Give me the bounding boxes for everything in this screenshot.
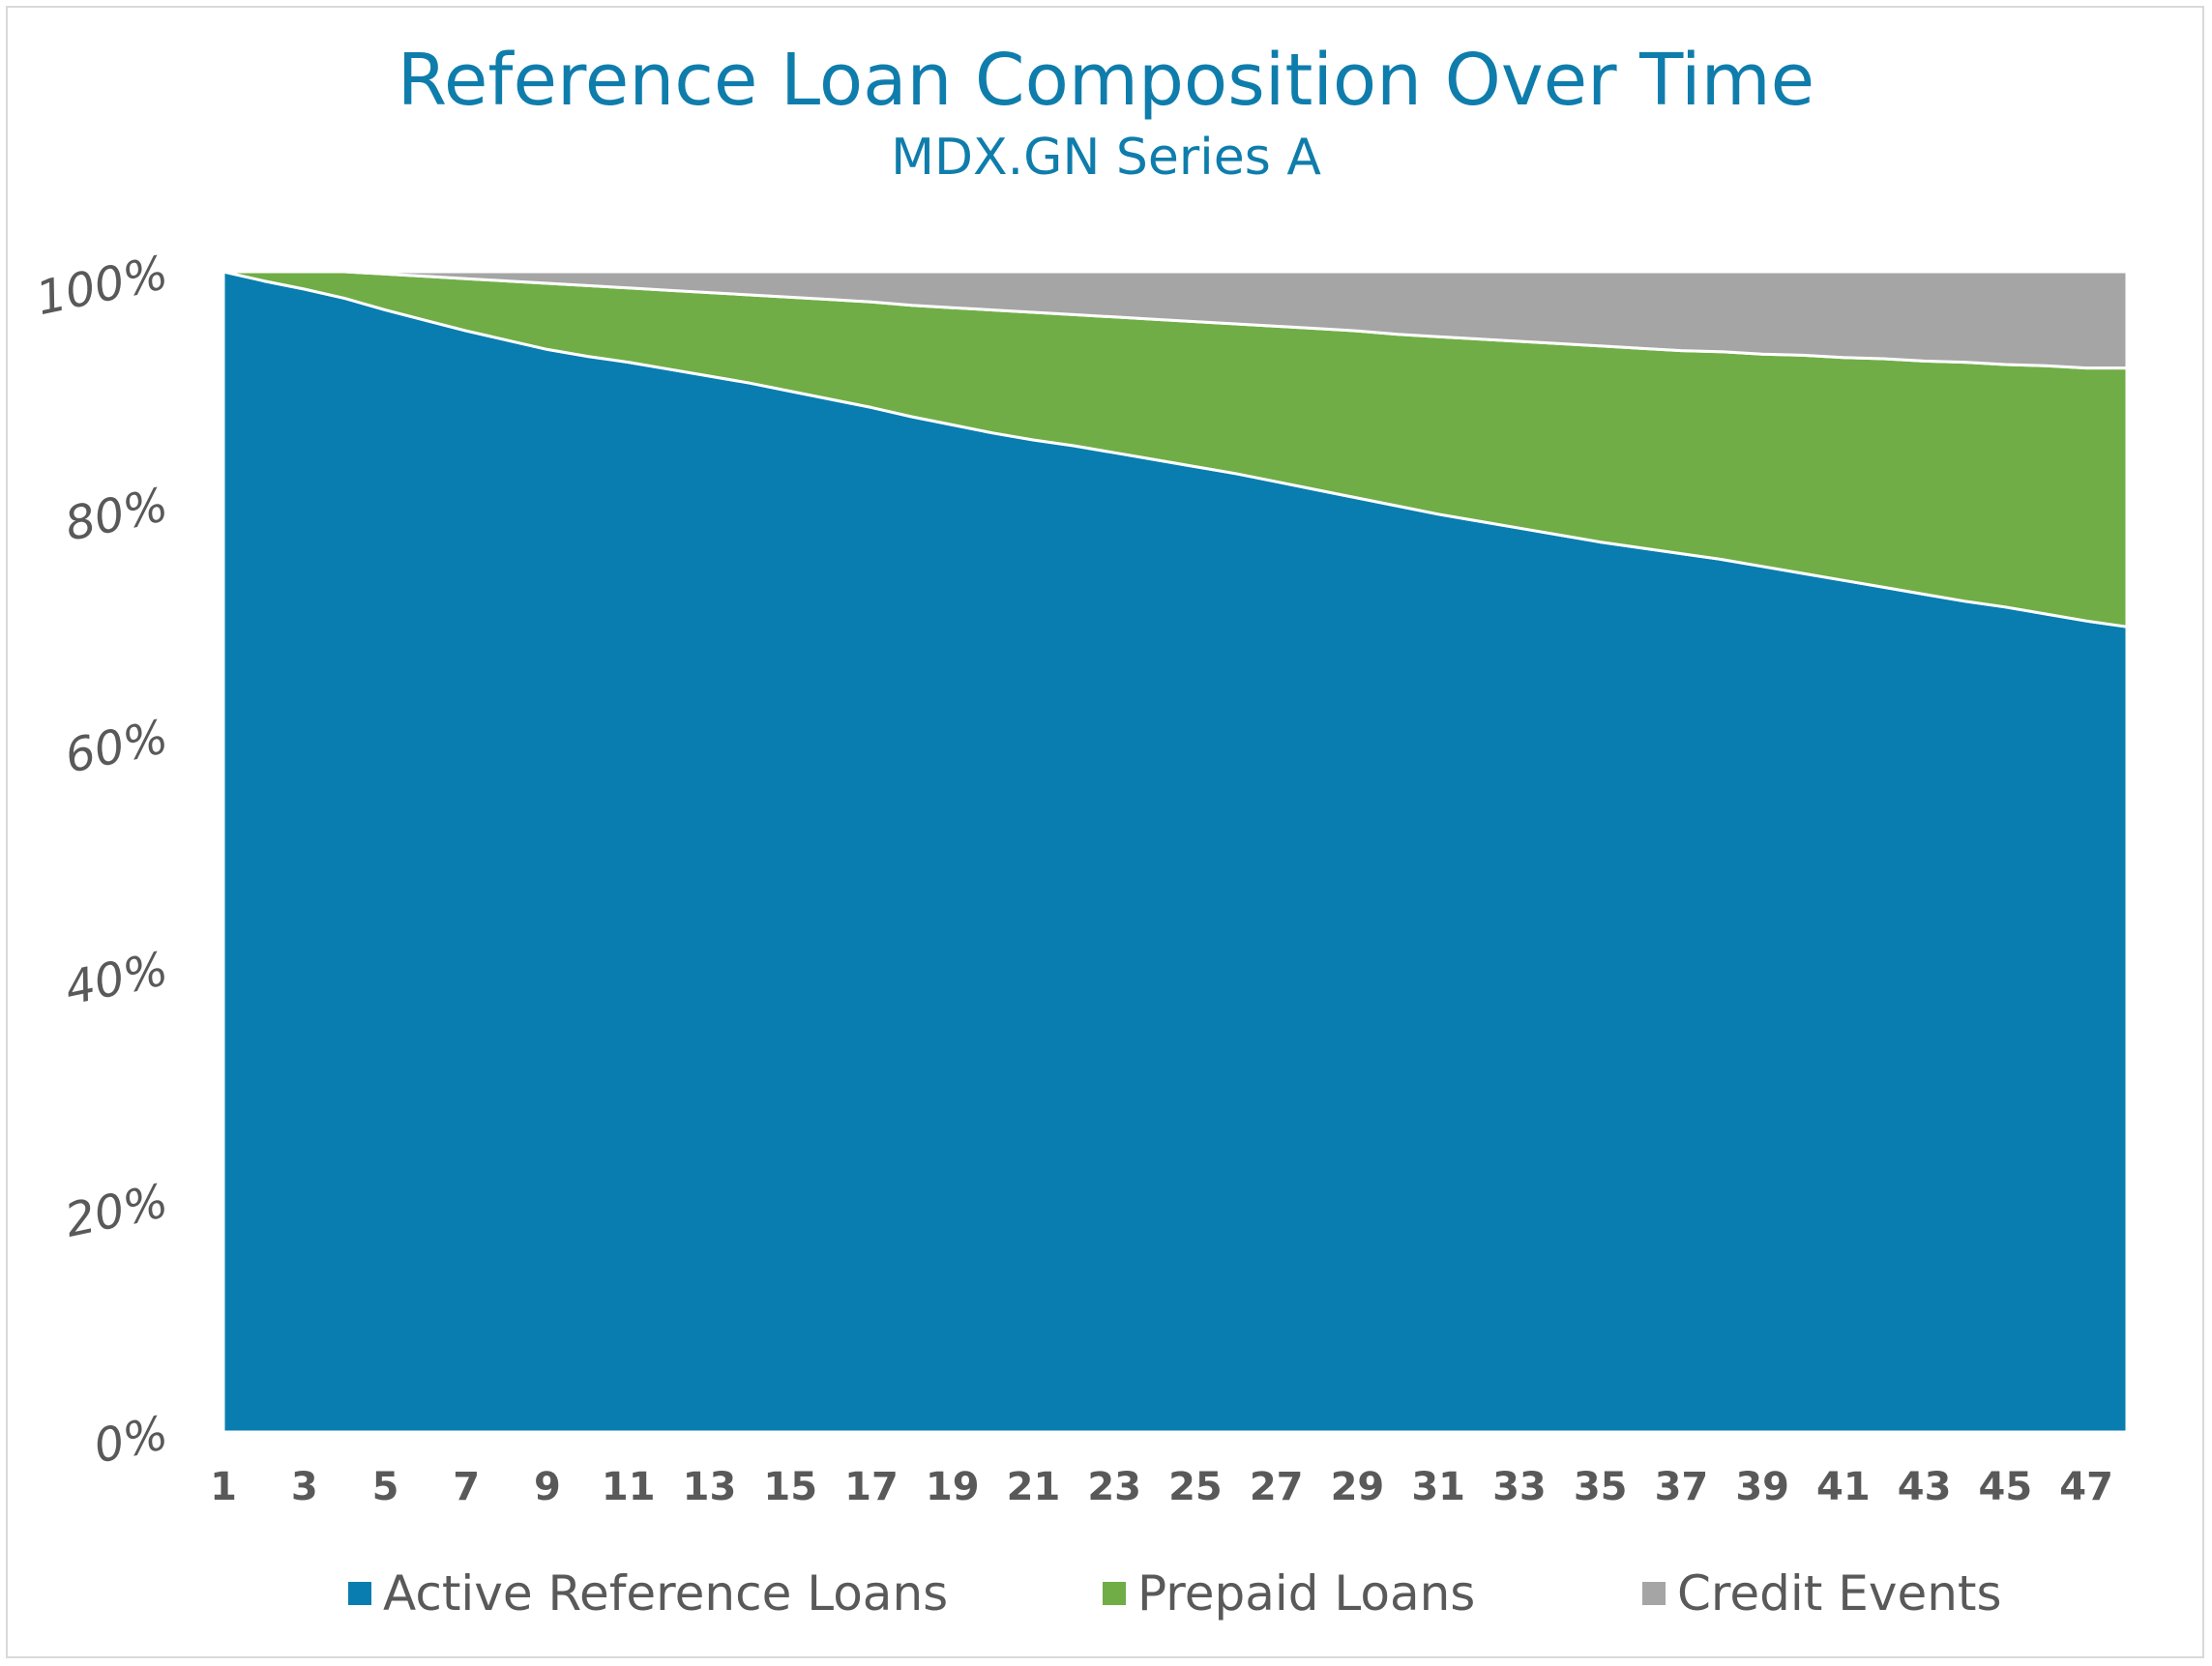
area-series-credit-events <box>221 270 2129 370</box>
x-tick-label: 27 <box>1250 1465 1304 1509</box>
x-tick-label: 13 <box>683 1465 737 1509</box>
x-tick-label: 35 <box>1574 1465 1628 1509</box>
legend-item-prepaid: Prepaid Loans <box>1103 1555 1475 1632</box>
x-tick-label: 37 <box>1655 1465 1709 1509</box>
x-tick-label: 29 <box>1331 1465 1385 1509</box>
x-tick-label: 5 <box>372 1465 399 1509</box>
x-tick-label: 7 <box>453 1465 480 1509</box>
x-tick-label: 45 <box>1979 1465 2033 1509</box>
x-axis-ticks: 1 3 5 7 9 11 13 15 17 19 21 23 25 27 29 31 33 35 37 39 41 43 4… <box>210 1465 2113 1509</box>
legend-swatch-prepaid <box>1103 1582 1126 1605</box>
x-tick-label: 17 <box>844 1465 899 1509</box>
x-tick-label: 19 <box>926 1465 980 1509</box>
x-tick-label: 39 <box>1735 1465 1789 1509</box>
legend-item-credit: Credit Events <box>1642 1555 2002 1632</box>
x-tick-label: 43 <box>1898 1465 1952 1509</box>
chart-subtitle: MDX.GN Series A <box>891 129 1321 187</box>
y-tick-label: 100% <box>32 246 173 326</box>
y-tick-label: 60% <box>60 710 172 784</box>
y-axis-ticks: 0% 20% 40% 60% 80% 100% <box>32 246 173 1475</box>
x-tick-label: 47 <box>2059 1465 2113 1509</box>
x-tick-label: 23 <box>1087 1465 1141 1509</box>
legend-swatch-credit <box>1642 1582 1666 1605</box>
x-tick-label: 11 <box>602 1465 656 1509</box>
y-tick-label: 40% <box>60 942 172 1016</box>
x-tick-label: 3 <box>291 1465 318 1509</box>
legend-swatch-active <box>348 1582 371 1605</box>
chart-title: Reference Loan Composition Over Time <box>397 39 1815 122</box>
x-tick-label: 21 <box>1007 1465 1061 1509</box>
x-tick-label: 41 <box>1816 1465 1871 1509</box>
x-tick-label: 15 <box>763 1465 817 1509</box>
y-tick-label: 20% <box>60 1174 172 1248</box>
y-tick-label: 80% <box>60 478 172 552</box>
y-tick-label: 0% <box>89 1406 172 1475</box>
x-tick-label: 33 <box>1492 1465 1547 1509</box>
legend-label-prepaid: Prepaid Loans <box>1137 1565 1476 1622</box>
legend-label-active: Active Reference Loans <box>383 1565 949 1622</box>
legend-label-credit: Credit Events <box>1677 1565 2002 1622</box>
x-tick-label: 31 <box>1411 1465 1465 1509</box>
x-tick-label: 25 <box>1168 1465 1223 1509</box>
x-tick-label: 9 <box>534 1465 561 1509</box>
legend-item-active: Active Reference Loans <box>348 1555 948 1632</box>
plot-areas <box>221 270 2129 1434</box>
x-tick-label: 1 <box>210 1465 237 1509</box>
legend: Active Reference Loans Prepaid Loans Cre… <box>0 1555 2212 1632</box>
